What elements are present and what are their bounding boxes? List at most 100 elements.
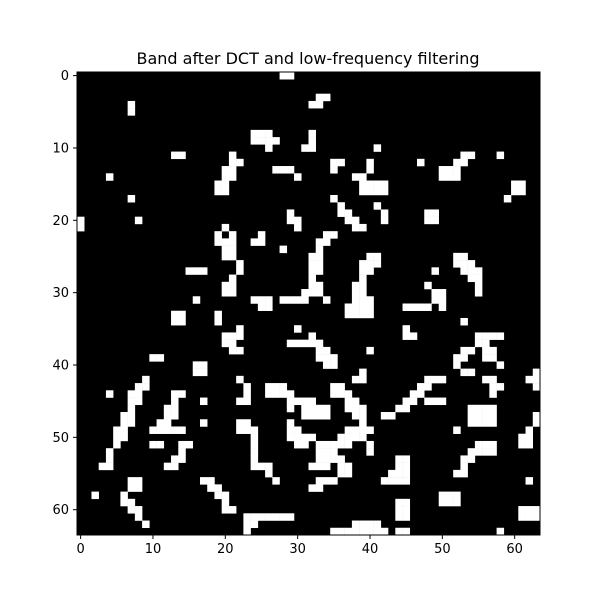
heatmap-cell	[127, 390, 136, 398]
x-tick-label: 50	[434, 542, 451, 557]
heatmap-cell	[228, 289, 237, 297]
heatmap-cell	[286, 397, 295, 406]
heatmap-cell	[286, 339, 295, 348]
heatmap-cell	[221, 506, 230, 514]
heatmap-cell	[127, 108, 136, 116]
heatmap-cell	[453, 498, 461, 507]
heatmap-cell	[250, 462, 259, 471]
heatmap-cell	[337, 440, 345, 449]
heatmap-cell	[330, 354, 338, 362]
heatmap-cell	[221, 491, 230, 500]
heatmap-cell	[286, 296, 295, 304]
heatmap-cell	[453, 260, 461, 268]
heatmap-cell	[301, 289, 309, 297]
heatmap-cell	[467, 419, 476, 427]
heatmap-cell	[178, 440, 186, 449]
heatmap-cell	[286, 404, 295, 413]
heatmap-cell	[315, 267, 324, 275]
heatmap-cell	[431, 209, 439, 217]
heatmap-cell	[453, 173, 461, 181]
heatmap-cell	[322, 238, 331, 246]
heatmap-cell	[359, 404, 367, 413]
heatmap-cell	[330, 477, 338, 485]
heatmap-cell	[424, 375, 432, 384]
heatmap-cell	[337, 209, 345, 217]
heatmap-cell	[322, 448, 331, 456]
heatmap-cell	[351, 223, 360, 232]
heatmap-cell	[120, 426, 128, 434]
heatmap-cell	[286, 390, 295, 398]
heatmap-cell	[192, 296, 201, 304]
heatmap-cell	[474, 267, 483, 275]
heatmap-cell	[308, 137, 316, 145]
heatmap-cell	[366, 448, 374, 456]
heatmap-cell	[301, 433, 309, 442]
heatmap-cell	[322, 231, 331, 239]
heatmap-cell	[424, 397, 432, 406]
heatmap-cell	[286, 513, 295, 521]
heatmap-cell	[236, 158, 244, 167]
heatmap-cell	[351, 216, 360, 225]
heatmap-cell	[330, 361, 338, 369]
heatmap-cell	[228, 274, 237, 283]
heatmap-cell	[156, 440, 165, 449]
heatmap-cell	[474, 448, 483, 456]
heatmap-cell	[330, 448, 338, 456]
heatmap-cell	[265, 144, 273, 152]
heatmap-cell	[214, 317, 222, 326]
heatmap-cell	[532, 412, 541, 420]
heatmap-cell	[359, 187, 367, 196]
heatmap-cell	[113, 426, 121, 434]
heatmap-cell	[120, 491, 128, 500]
heatmap-cell	[308, 281, 316, 290]
heatmap-cell	[337, 462, 345, 471]
heatmap-cell	[105, 448, 114, 456]
heatmap-cell	[243, 513, 251, 521]
heatmap-cell	[286, 166, 295, 174]
heatmap-cell	[395, 455, 403, 463]
heatmap-cell	[453, 166, 461, 174]
heatmap-cell	[228, 245, 237, 254]
heatmap-cell	[250, 137, 259, 145]
heatmap-cell	[373, 187, 382, 196]
heatmap-cell	[243, 397, 251, 406]
heatmap-cell	[525, 513, 534, 521]
heatmap-cell	[337, 202, 345, 210]
heatmap-cell	[431, 296, 439, 304]
heatmap-cell	[308, 252, 316, 261]
heatmap-cell	[272, 137, 280, 145]
heatmap-cell	[525, 477, 534, 485]
heatmap-cell	[228, 332, 237, 340]
heatmap-cell	[496, 151, 505, 160]
heatmap-cell	[518, 506, 526, 514]
heatmap-cell	[301, 412, 309, 420]
heatmap-cell	[134, 506, 143, 514]
heatmap-cell	[134, 383, 143, 391]
heatmap-cell	[417, 158, 425, 167]
heatmap-cell	[431, 289, 439, 297]
heatmap-cell	[322, 440, 331, 449]
heatmap-cell	[142, 383, 150, 391]
heatmap-cell	[221, 289, 230, 297]
heatmap-cell	[330, 455, 338, 463]
heatmap-cell	[445, 166, 454, 174]
heatmap-cell	[250, 433, 259, 442]
heatmap-cell	[257, 137, 266, 145]
heatmap-cell	[221, 245, 230, 254]
heatmap-cell	[214, 187, 222, 196]
heatmap-cell	[134, 397, 143, 406]
heatmap-cell	[185, 440, 193, 449]
heatmap-cell	[388, 469, 396, 478]
heatmap-cell	[359, 527, 367, 536]
heatmap-cell	[445, 173, 454, 181]
heatmap-cell	[337, 527, 345, 536]
y-tick-label: 60	[52, 503, 69, 518]
heatmap-cell	[308, 339, 316, 348]
heatmap-cell	[467, 448, 476, 456]
heatmap-cell	[438, 303, 447, 311]
heatmap-cell	[474, 332, 483, 340]
heatmap-cell	[294, 426, 302, 434]
heatmap-cell	[134, 484, 143, 492]
heatmap-cell	[373, 202, 382, 210]
heatmap-cell	[134, 216, 143, 225]
